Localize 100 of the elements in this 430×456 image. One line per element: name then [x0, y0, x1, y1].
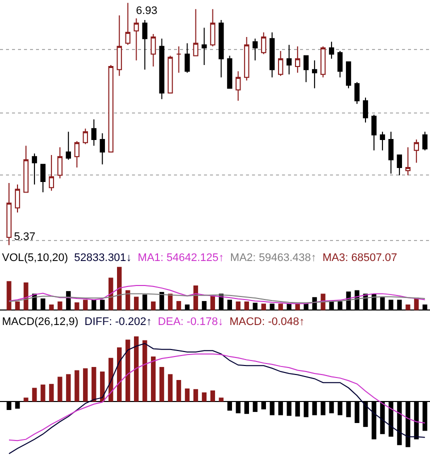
bar: [117, 266, 122, 310]
candlestick: [210, 8, 216, 47]
bar: [202, 392, 207, 402]
candlestick: [168, 55, 173, 94]
bar: [66, 374, 71, 402]
bar: [24, 282, 28, 310]
candlestick: [304, 55, 309, 83]
candlestick: [396, 154, 402, 176]
candlestick: [295, 46, 300, 74]
candlestick: [159, 38, 164, 100]
candlestick: [346, 61, 352, 89]
bar: [100, 372, 105, 402]
candlestick: [388, 131, 394, 174]
candlestick: [14, 184, 20, 213]
bar: [40, 384, 46, 402]
candlestick: [337, 50, 343, 78]
candlestick: [405, 146, 411, 176]
candlestick: [380, 131, 386, 151]
bar: [32, 388, 37, 402]
candlestick: [48, 154, 54, 192]
bar: [134, 296, 139, 310]
candlestick: [414, 139, 419, 164]
bar: [24, 398, 28, 402]
bar: [117, 347, 122, 402]
bar: [58, 301, 62, 310]
candlestick: [184, 42, 190, 74]
candlestick: [312, 60, 318, 89]
bar: [210, 296, 216, 310]
candlestick: [371, 114, 377, 151]
candlestick: [227, 55, 232, 89]
candlestick: [100, 132, 105, 165]
bar: [92, 366, 96, 402]
candlestick: [320, 46, 326, 78]
bar: [134, 336, 139, 402]
bar: [244, 301, 249, 310]
candlestick: [32, 153, 38, 186]
bar: [176, 380, 182, 402]
candlestick: [218, 19, 224, 78]
candlestick: [57, 146, 62, 179]
bar: [6, 281, 12, 310]
series-label: DIFF: -0.202↑: [84, 316, 152, 328]
bar: [236, 301, 241, 310]
candlestick: [142, 19, 148, 70]
text: DEA: -0.178↓: [158, 316, 224, 328]
candlestick: [286, 44, 292, 75]
candlestick: [244, 36, 250, 82]
candlestick: [236, 70, 241, 102]
bar: [218, 398, 224, 402]
candlestick: [252, 38, 258, 61]
bar: [150, 356, 156, 402]
candlestick: [116, 14, 122, 76]
candlestick: [108, 64, 114, 152]
bar: [278, 304, 283, 310]
bar: [210, 390, 216, 402]
candlestick: [202, 27, 207, 66]
annotation: 5.37: [14, 231, 36, 243]
bar: [108, 278, 114, 310]
bar: [406, 304, 410, 310]
candlestick: [422, 131, 428, 151]
bar: [125, 340, 130, 402]
text: MA3: 68507.07: [322, 252, 398, 264]
bar: [193, 389, 198, 402]
bar: [184, 388, 190, 402]
bar: [49, 384, 54, 402]
bar: [168, 294, 173, 310]
bar: [58, 376, 62, 402]
bar: [159, 366, 164, 402]
bar: [142, 340, 148, 402]
candlestick: [6, 182, 12, 246]
bar: [49, 304, 54, 310]
bar: [83, 368, 88, 402]
candlestick: [261, 32, 266, 55]
series-label: MA1: 54642.125↑: [138, 252, 224, 264]
text: MA2: 59463.438↑: [230, 252, 316, 264]
series-label: 52833.301↓: [74, 252, 132, 264]
bar: [83, 300, 88, 310]
bar: [74, 370, 80, 402]
bar: [150, 301, 156, 310]
candlestick: [82, 128, 88, 145]
candlestick: [66, 131, 71, 160]
candlestick: [270, 32, 275, 78]
bar: [261, 304, 266, 310]
candlestick: [134, 18, 139, 61]
bar: [125, 290, 130, 310]
candlestick: [354, 82, 360, 104]
candlestick: [278, 50, 284, 76]
candlestick: [150, 33, 156, 68]
bar: [176, 301, 182, 310]
candlestick: [193, 8, 198, 56]
candlestick: [176, 46, 182, 74]
chart-title: VOL(5,10,20): [2, 252, 68, 264]
bar: [15, 301, 20, 310]
candlestick: [40, 164, 46, 193]
text: MACD: -0.048↑: [229, 316, 305, 328]
candlestick: [74, 140, 80, 168]
candlestick: [328, 41, 334, 60]
bar: [74, 302, 80, 310]
candlestick: [23, 145, 29, 193]
annotation: 6.93: [136, 5, 158, 17]
chart-title: MACD(26,12,9): [2, 316, 78, 328]
